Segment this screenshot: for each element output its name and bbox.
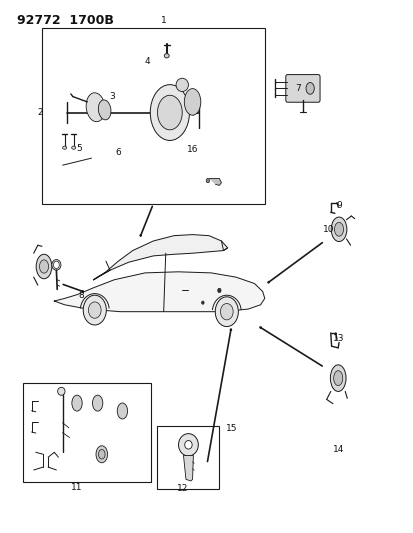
Ellipse shape [184,88,200,115]
Text: 4: 4 [144,58,150,66]
Text: 2: 2 [37,108,43,117]
Circle shape [220,303,233,320]
Text: 14: 14 [332,446,344,455]
Text: 10: 10 [322,225,334,234]
Ellipse shape [57,387,65,395]
Ellipse shape [71,146,76,149]
Ellipse shape [92,395,102,411]
Circle shape [206,179,209,183]
Text: 16: 16 [186,145,198,154]
Polygon shape [54,272,264,312]
Bar [42,28,264,204]
Circle shape [201,301,204,304]
Ellipse shape [39,260,48,273]
Ellipse shape [330,217,346,241]
Ellipse shape [72,395,82,411]
Ellipse shape [330,365,345,391]
Polygon shape [209,179,221,185]
Ellipse shape [96,446,107,463]
Text: 13: 13 [332,334,344,343]
Circle shape [83,295,106,325]
Ellipse shape [36,254,52,279]
Ellipse shape [305,83,313,94]
Text: 1: 1 [160,17,166,26]
Polygon shape [93,235,227,280]
Ellipse shape [117,403,127,419]
Circle shape [217,288,221,293]
Bar [23,383,151,482]
Text: 9: 9 [335,201,341,210]
Text: 15: 15 [225,424,237,433]
Ellipse shape [178,434,198,456]
Circle shape [53,261,59,269]
Text: 92772  1700B: 92772 1700B [17,14,114,27]
FancyBboxPatch shape [285,75,319,102]
Text: 8: 8 [78,291,84,300]
Ellipse shape [334,222,343,236]
Circle shape [215,297,238,327]
Text: 12: 12 [176,484,188,493]
Ellipse shape [98,100,111,120]
Ellipse shape [86,93,105,122]
Text: 6: 6 [115,148,121,157]
Text: 7: 7 [294,84,300,93]
Bar [157,426,219,489]
Polygon shape [183,455,193,481]
Ellipse shape [184,441,192,449]
Ellipse shape [52,260,61,270]
Ellipse shape [150,85,189,141]
Ellipse shape [62,146,66,149]
Text: 3: 3 [109,92,115,101]
Text: 11: 11 [71,482,83,491]
Text: 5: 5 [76,144,82,153]
Ellipse shape [98,449,105,459]
Ellipse shape [164,54,169,58]
Ellipse shape [333,370,342,385]
Circle shape [88,302,101,318]
Ellipse shape [157,95,182,130]
Ellipse shape [176,78,188,92]
